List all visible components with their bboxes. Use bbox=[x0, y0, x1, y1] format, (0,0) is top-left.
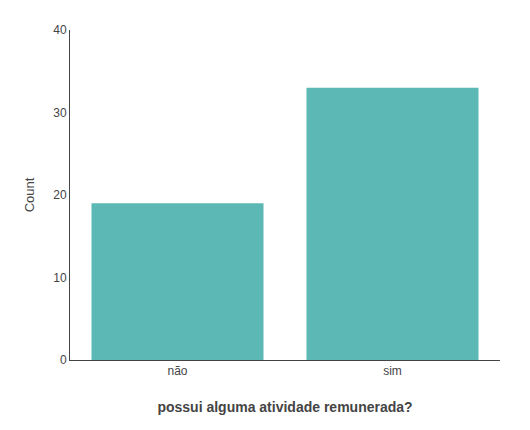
svg-text:40: 40 bbox=[53, 23, 67, 37]
svg-text:10: 10 bbox=[53, 271, 67, 285]
svg-text:0: 0 bbox=[60, 353, 67, 367]
svg-text:possui alguma atividade remune: possui alguma atividade remunerada? bbox=[157, 399, 412, 415]
svg-text:20: 20 bbox=[53, 188, 67, 202]
svg-text:não: não bbox=[167, 364, 187, 378]
svg-text:sim: sim bbox=[383, 364, 402, 378]
svg-text:30: 30 bbox=[53, 106, 67, 120]
svg-text:Count: Count bbox=[22, 177, 37, 212]
